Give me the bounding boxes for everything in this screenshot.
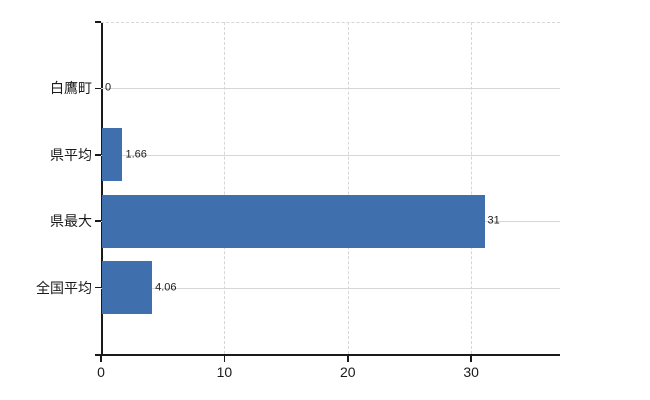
- y-tick: [95, 220, 101, 222]
- gridline-category: [101, 154, 560, 156]
- category-label: 全国平均: [36, 279, 92, 296]
- x-tick: [347, 355, 349, 362]
- category-label: 県平均: [50, 146, 92, 163]
- gridline-category: [101, 88, 560, 90]
- y-tick: [95, 154, 101, 156]
- y-tick: [95, 87, 101, 90]
- gridline-category: [101, 287, 560, 289]
- gridline-vertical: [224, 22, 226, 354]
- category-label: 県最大: [50, 213, 92, 230]
- bar-value-label: 4.06: [155, 281, 177, 294]
- category-label: 白鷹町: [50, 80, 92, 97]
- x-tick: [100, 355, 102, 362]
- bar: [102, 128, 123, 182]
- x-tick: [470, 355, 472, 362]
- bar: [102, 194, 485, 248]
- gridline-top: [101, 22, 560, 23]
- y-tick: [95, 286, 101, 289]
- x-tick-label: 0: [97, 364, 105, 380]
- x-tick-label: 30: [463, 364, 479, 380]
- y-tick: [95, 21, 101, 23]
- x-tick: [223, 355, 226, 362]
- x-axis-line: [95, 354, 560, 356]
- bar-value-label: 31: [487, 214, 500, 227]
- bar-value-label: 1.66: [125, 148, 147, 161]
- x-tick-label: 10: [216, 364, 233, 380]
- gridline-vertical: [347, 22, 349, 354]
- gridline-vertical: [471, 22, 473, 354]
- y-axis-line: [101, 22, 103, 354]
- x-tick-label: 20: [339, 364, 356, 380]
- bar-value-label: 0: [105, 81, 112, 94]
- bar: [102, 261, 153, 315]
